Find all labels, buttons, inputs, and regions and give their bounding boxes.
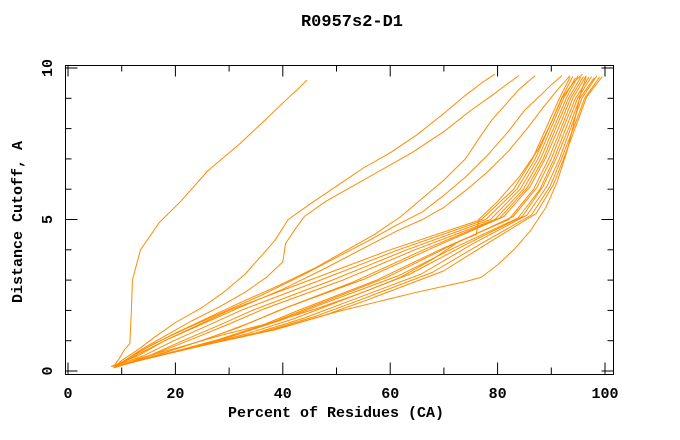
model-curve-model-01 (113, 79, 308, 367)
model-curve-model-10 (113, 77, 576, 368)
y-axis-title: Distance Cutoff, A (10, 141, 27, 303)
model-curve-model-17 (123, 77, 595, 365)
model-curve-model-15 (121, 76, 590, 366)
model-curve-model-21 (115, 73, 583, 368)
model-curve-model-08 (110, 76, 571, 367)
model-curve-model-13 (117, 76, 584, 367)
model-curve-model-06 (118, 75, 571, 366)
model-curve-model-18 (125, 75, 598, 364)
model-curve-model-20 (127, 76, 603, 363)
model-curve-model-02 (114, 73, 496, 367)
model-curve-model-16 (122, 76, 593, 366)
model-curve-model-04 (116, 75, 536, 366)
model-curves (110, 73, 603, 369)
x-tick-label: 60 (381, 386, 399, 403)
model-curve-model-11 (115, 75, 579, 368)
plot-frame: 0 20 40 60 80 100 0 5 10 (40, 59, 619, 403)
model-curve-model-19 (126, 76, 601, 364)
model-curve-model-03 (116, 75, 520, 367)
axes-box (65, 65, 614, 375)
x-tick-label: 20 (166, 386, 184, 403)
x-tick-label: 100 (591, 386, 618, 403)
x-tick-label: 80 (489, 386, 507, 403)
model-curve-model-05 (117, 75, 563, 366)
y-tick-label: 5 (40, 215, 57, 224)
model-curve-model-07 (113, 76, 587, 369)
chart-title: R0957s2-D1 (301, 13, 403, 32)
y-tick-label: 10 (40, 59, 57, 77)
x-axis-title: Percent of Residues (CA) (228, 405, 444, 422)
x-tick-label: 40 (274, 386, 292, 403)
x-tick-label: 0 (63, 386, 72, 403)
y-tick-label: 0 (40, 366, 57, 375)
